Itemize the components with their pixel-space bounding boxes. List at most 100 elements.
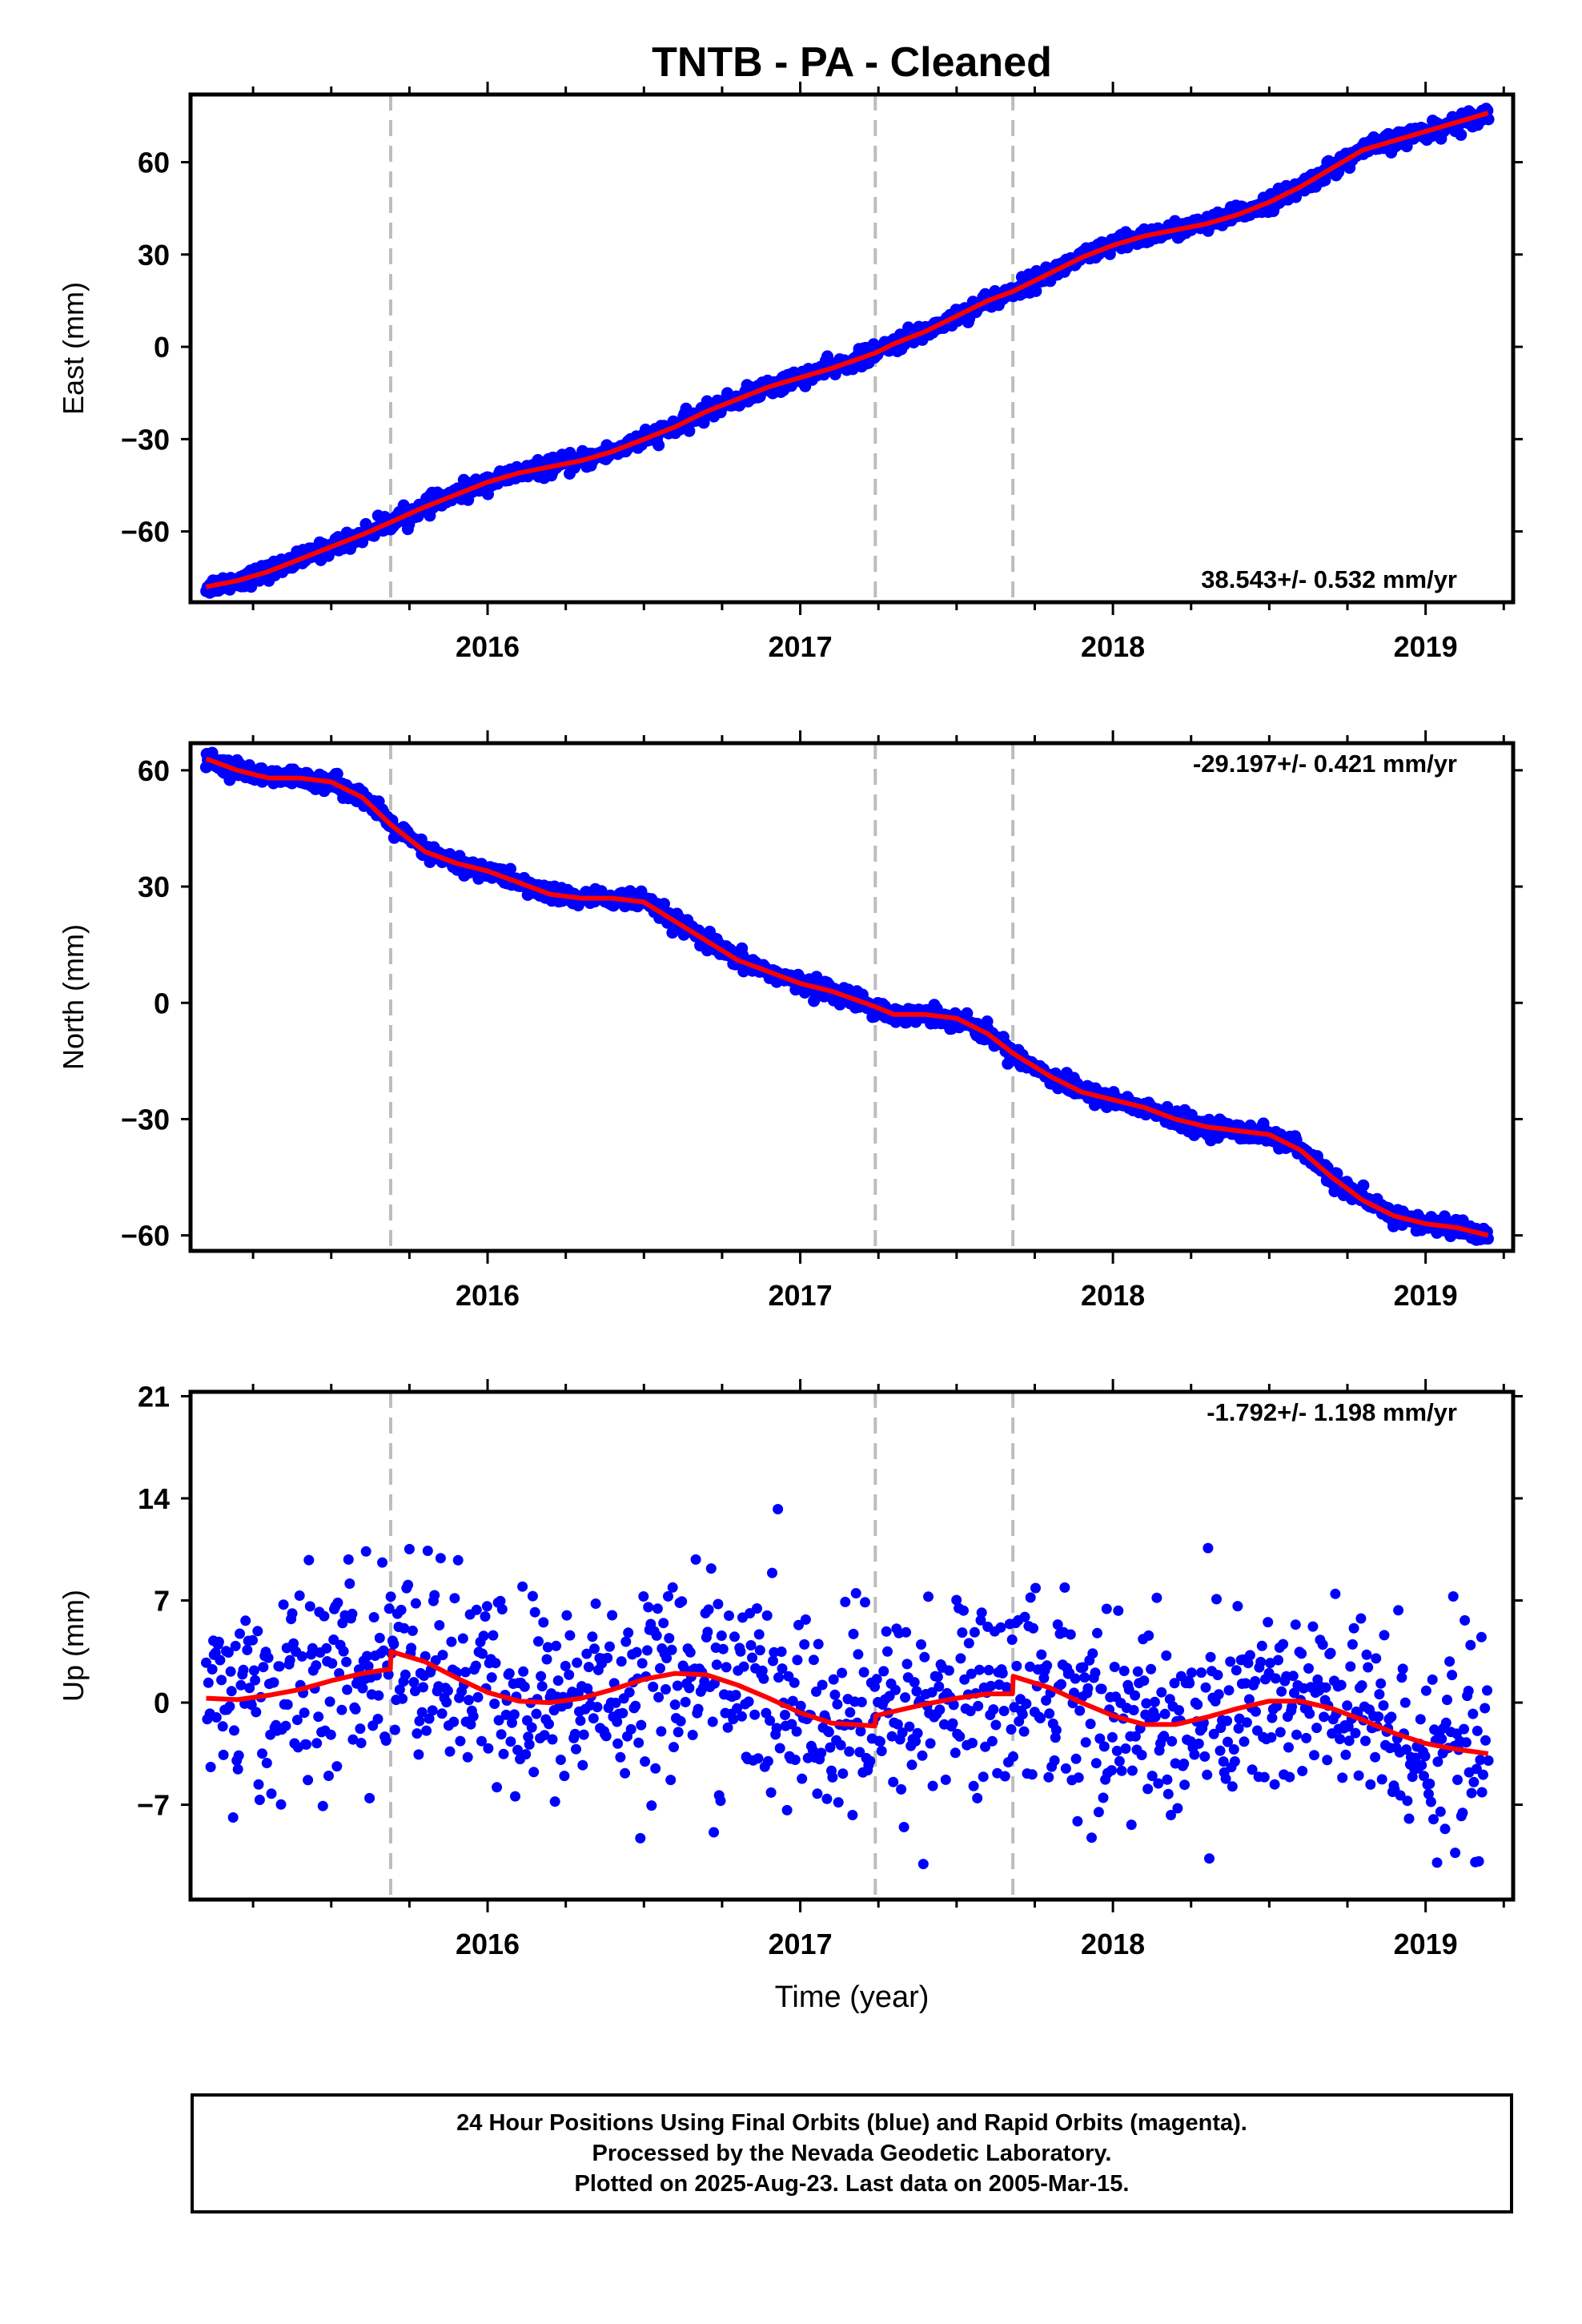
up-point [1149, 1696, 1160, 1707]
up-point [258, 1662, 269, 1673]
up-point [711, 1659, 722, 1671]
up-point [1284, 1771, 1295, 1783]
up-point [406, 1642, 417, 1654]
up-point [1473, 1856, 1484, 1867]
up-point [1480, 1735, 1491, 1746]
up-point [464, 1695, 474, 1706]
up-point [774, 1743, 785, 1754]
up-point [1006, 1634, 1018, 1645]
up-point [1118, 1666, 1130, 1676]
up-point [1416, 1759, 1427, 1771]
up-point [1420, 1685, 1431, 1696]
up-point [263, 1652, 274, 1663]
up-point [437, 1650, 448, 1661]
up-point [216, 1675, 227, 1686]
up-point [1476, 1631, 1487, 1642]
up-point [344, 1578, 355, 1589]
north-ytick-label: 30 [138, 870, 170, 903]
up-point [665, 1775, 677, 1786]
up-point [1356, 1680, 1367, 1691]
up-point [1340, 1749, 1351, 1760]
east-point [652, 439, 665, 452]
up-point [527, 1590, 538, 1602]
up-point [703, 1604, 714, 1615]
up-point [1138, 1675, 1150, 1687]
up-point [1199, 1751, 1211, 1762]
up-point [311, 1660, 322, 1671]
up-point [762, 1755, 773, 1767]
up-point [666, 1644, 677, 1655]
up-point [927, 1780, 938, 1791]
up-point [1223, 1685, 1235, 1696]
up-point [1379, 1630, 1390, 1641]
up-point [505, 1736, 516, 1747]
up-point [743, 1696, 754, 1707]
up-point [242, 1644, 253, 1655]
up-point [1347, 1638, 1358, 1650]
up-point [1162, 1774, 1173, 1785]
up-point [1375, 1678, 1387, 1689]
up-point [636, 1658, 648, 1669]
up-point [1065, 1629, 1076, 1640]
up-point [607, 1610, 618, 1621]
up-point [816, 1747, 827, 1759]
up-point [468, 1711, 479, 1722]
up-point [385, 1591, 396, 1602]
east-point [697, 416, 710, 429]
up-point [635, 1832, 646, 1844]
up-point [1402, 1795, 1413, 1807]
up-point [1205, 1651, 1216, 1663]
up-point [230, 1640, 241, 1651]
up-point [1120, 1743, 1131, 1754]
up-point [343, 1554, 354, 1565]
up-point [1172, 1803, 1183, 1814]
up-point [1151, 1592, 1162, 1603]
up-point [797, 1773, 808, 1784]
up-point [685, 1647, 696, 1658]
up-point [997, 1667, 1008, 1679]
up-point [672, 1680, 683, 1691]
up-point [896, 1783, 907, 1795]
up-point [1399, 1697, 1411, 1708]
up-point [1090, 1758, 1102, 1769]
up-point [840, 1596, 851, 1607]
north-ytick-label: 60 [138, 754, 170, 787]
up-point [319, 1610, 330, 1622]
up-point [1086, 1832, 1097, 1844]
up-point [1291, 1729, 1302, 1740]
up-point [321, 1642, 332, 1654]
up-point [817, 1679, 828, 1691]
up-point [631, 1647, 642, 1658]
up-point [812, 1788, 823, 1799]
up-point [429, 1590, 440, 1601]
up-point [374, 1632, 385, 1643]
up-point [547, 1734, 558, 1745]
up-point [642, 1645, 652, 1656]
up-point [434, 1620, 445, 1630]
up-point [1303, 1663, 1314, 1674]
up-point [462, 1751, 473, 1763]
up-point [1259, 1771, 1270, 1783]
up-point [1192, 1699, 1203, 1710]
up-point [446, 1636, 457, 1647]
up-point [1431, 1857, 1443, 1868]
up-point [713, 1598, 724, 1610]
up-point [1060, 1763, 1071, 1774]
up-point [943, 1665, 954, 1676]
up-point [1189, 1749, 1200, 1760]
up-point [1070, 1753, 1082, 1764]
up-point [373, 1690, 384, 1701]
up-point [651, 1630, 662, 1641]
up-point [650, 1763, 661, 1774]
north-xtick-label: 2016 [456, 1279, 520, 1312]
up-point [368, 1612, 379, 1622]
up-point [833, 1797, 844, 1808]
up-point [1042, 1660, 1053, 1671]
east-point [1455, 128, 1468, 141]
figure-title: TNTB - PA - Cleaned [652, 39, 1052, 86]
east-point [683, 424, 696, 437]
up-point [656, 1726, 667, 1737]
up-point [1376, 1774, 1387, 1785]
north-point [658, 898, 670, 911]
up-point [1025, 1592, 1036, 1603]
